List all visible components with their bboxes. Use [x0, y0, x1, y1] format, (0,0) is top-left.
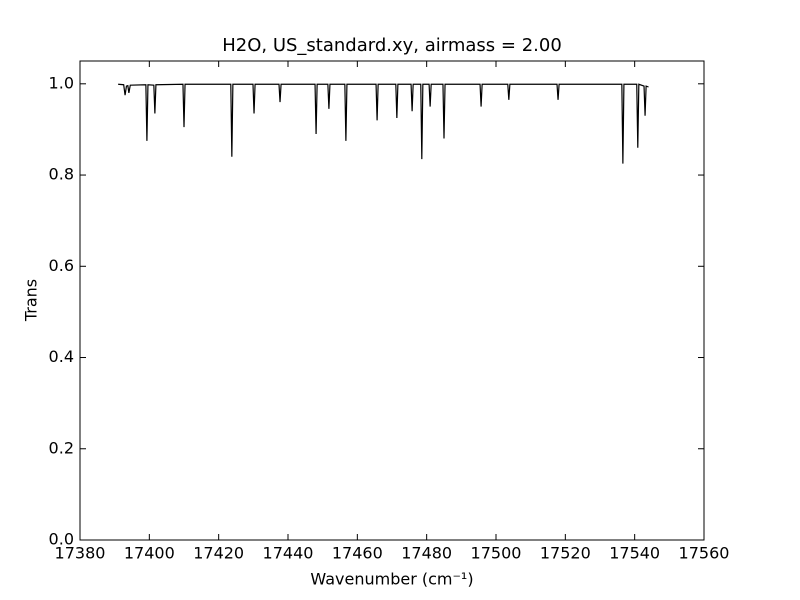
y-tick-label: 0.8: [49, 165, 74, 184]
y-tick-label: 0.6: [49, 256, 74, 275]
y-tick-label: 0.4: [49, 347, 74, 366]
spectrum-line: [118, 83, 649, 164]
x-tick-label: 17420: [193, 544, 244, 563]
y-tick-label: 0.2: [49, 438, 74, 457]
x-tick-label: 17540: [609, 544, 660, 563]
x-tick-label: 17460: [332, 544, 383, 563]
x-axis-label: Wavenumber (cm⁻¹): [310, 570, 473, 589]
x-tick-label: 17500: [471, 544, 522, 563]
plot-frame: [79, 60, 705, 541]
x-tick-label: 17560: [679, 544, 730, 563]
y-axis-label: Trans: [22, 279, 41, 322]
x-tick-label: 17440: [263, 544, 314, 563]
chart-title: H2O, US_standard.xy, airmass = 2.00: [222, 35, 562, 56]
x-tick-label: 17400: [124, 544, 175, 563]
y-tick-label: 0.0: [49, 530, 74, 549]
x-tick-label: 17520: [540, 544, 591, 563]
y-tick-label: 1.0: [49, 73, 74, 92]
x-tick-label: 17380: [55, 544, 106, 563]
x-tick-label: 17480: [401, 544, 452, 563]
